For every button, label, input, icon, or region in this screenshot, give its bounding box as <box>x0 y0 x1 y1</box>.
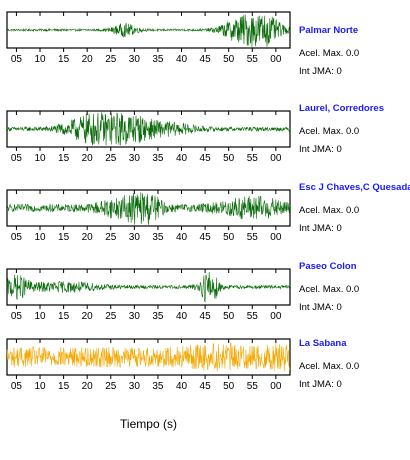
x-tick-label: 30 <box>129 381 141 392</box>
x-tick-label: 00 <box>270 381 282 392</box>
x-tick-label: 35 <box>152 381 164 392</box>
station-name: Esc J Chaves,C Quesada <box>299 182 410 193</box>
station-name: Paseo Colon <box>299 261 357 272</box>
acel-max-label: Acel. Max. 0.0 <box>299 48 359 59</box>
x-tick-label: 40 <box>176 153 188 164</box>
x-tick-label: 35 <box>152 232 164 243</box>
seismogram-panel: 05 10 15 20 25 30 35 40 45 50 55 00 Palmar Norte Acel… <box>6 11 359 77</box>
x-tick-label: 05 <box>11 381 23 392</box>
x-tick-label: 20 <box>82 232 94 243</box>
station-name: La Sabana <box>299 338 347 349</box>
x-tick-label: 55 <box>247 381 259 392</box>
x-tick-label: 25 <box>105 232 117 243</box>
x-tick-label: 50 <box>223 54 235 65</box>
int-jma-label: Int JMA: 0 <box>299 66 342 77</box>
station-name: Palmar Norte <box>299 25 358 36</box>
x-tick-label: 45 <box>200 381 212 392</box>
waveform-trace <box>6 192 291 225</box>
x-tick-label: 30 <box>129 54 141 65</box>
waveform-trace <box>6 14 291 47</box>
int-jma-label: Int JMA: 0 <box>299 144 342 155</box>
acel-max-label: Acel. Max. 0.0 <box>299 361 359 372</box>
x-tick-label: 45 <box>200 153 212 164</box>
seismogram-panel: 05 10 15 20 25 30 35 40 45 50 55 00 Esc J Chaves,C Q… <box>6 182 410 243</box>
x-tick-label: 00 <box>270 311 282 322</box>
x-tick-label: 20 <box>82 381 94 392</box>
x-tick-label: 50 <box>223 311 235 322</box>
x-tick-label: 20 <box>82 153 94 164</box>
waveform-trace <box>6 342 291 372</box>
x-tick-label: 20 <box>82 54 94 65</box>
x-tick-label: 50 <box>223 153 235 164</box>
x-tick-label: 15 <box>58 381 70 392</box>
x-tick-label: 40 <box>176 232 188 243</box>
x-tick-label: 10 <box>34 311 46 322</box>
x-tick-label: 05 <box>11 54 23 65</box>
x-tick-label: 35 <box>152 153 164 164</box>
x-tick-label: 30 <box>129 311 141 322</box>
acel-max-label: Acel. Max. 0.0 <box>299 284 359 295</box>
x-tick-label: 00 <box>270 232 282 243</box>
x-tick-label: 20 <box>82 311 94 322</box>
x-tick-label: 05 <box>11 153 23 164</box>
x-tick-label: 45 <box>200 232 212 243</box>
seismogram-panel: 05 10 15 20 25 30 35 40 45 50 55 00 La Sabana Acel. M… <box>6 338 359 392</box>
x-tick-label: 00 <box>270 153 282 164</box>
waveform-trace <box>6 272 291 303</box>
x-tick-label: 25 <box>105 381 117 392</box>
x-tick-label: 15 <box>58 153 70 164</box>
x-tick-label: 25 <box>105 54 117 65</box>
x-tick-label: 45 <box>200 311 212 322</box>
x-tick-label: 45 <box>200 54 212 65</box>
x-tick-label: 50 <box>223 381 235 392</box>
seismogram-panel: 05 10 15 20 25 30 35 40 45 50 55 00 Paseo Colon Acel.… <box>6 261 359 322</box>
x-tick-label: 50 <box>223 232 235 243</box>
x-tick-label: 40 <box>176 381 188 392</box>
waveform-trace <box>6 112 291 146</box>
x-tick-label: 00 <box>270 54 282 65</box>
x-tick-label: 15 <box>58 232 70 243</box>
x-tick-label: 30 <box>129 232 141 243</box>
acel-max-label: Acel. Max. 0.0 <box>299 126 359 137</box>
x-tick-label: 40 <box>176 311 188 322</box>
x-tick-label: 15 <box>58 54 70 65</box>
x-tick-label: 55 <box>247 311 259 322</box>
x-tick-label: 15 <box>58 311 70 322</box>
x-tick-label: 05 <box>11 311 23 322</box>
x-tick-label: 55 <box>247 153 259 164</box>
acel-max-label: Acel. Max. 0.0 <box>299 205 359 216</box>
x-tick-label: 30 <box>129 153 141 164</box>
x-tick-label: 10 <box>34 232 46 243</box>
x-tick-label: 55 <box>247 54 259 65</box>
x-tick-label: 10 <box>34 381 46 392</box>
x-tick-label: 10 <box>34 153 46 164</box>
station-name: Laurel, Corredores <box>299 103 384 114</box>
x-tick-label: 40 <box>176 54 188 65</box>
x-tick-label: 35 <box>152 54 164 65</box>
int-jma-label: Int JMA: 0 <box>299 223 342 234</box>
x-tick-label: 10 <box>34 54 46 65</box>
x-axis-label: Tiempo (s) <box>120 417 177 431</box>
x-tick-label: 25 <box>105 311 117 322</box>
x-tick-label: 05 <box>11 232 23 243</box>
x-tick-label: 35 <box>152 311 164 322</box>
int-jma-label: Int JMA: 0 <box>299 379 342 390</box>
x-tick-label: 55 <box>247 232 259 243</box>
int-jma-label: Int JMA: 0 <box>299 302 342 313</box>
seismogram-panel: 05 10 15 20 25 30 35 40 45 50 55 00 Laurel, Corredor… <box>6 103 384 164</box>
x-tick-label: 25 <box>105 153 117 164</box>
